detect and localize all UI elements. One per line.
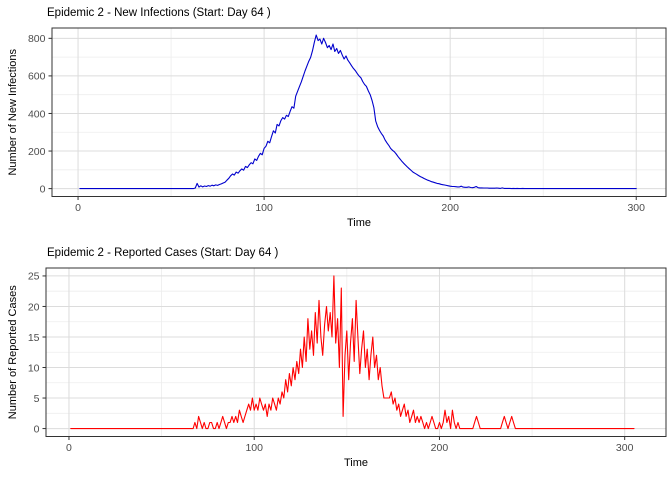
y-axis-tick-label: 20 bbox=[28, 301, 40, 313]
x-axis-tick-label: 100 bbox=[245, 442, 263, 454]
y-axis-tick-label: 25 bbox=[28, 271, 40, 283]
y-axis-title: Number of Reported Cases bbox=[7, 285, 19, 419]
x-axis-title: Time bbox=[344, 457, 368, 469]
y-axis-tick-label: 800 bbox=[28, 33, 46, 45]
new-infections-line-series bbox=[79, 34, 637, 190]
y-axis-tick-label: 400 bbox=[28, 108, 46, 120]
new-infections-chart: 0 100 200 300 0 200 400 600 800 Epidemic 2 - New… bbox=[7, 7, 667, 229]
x-axis-tick-label: 0 bbox=[75, 202, 81, 214]
y-axis-title: Number of New Infections bbox=[7, 48, 19, 175]
chart-title: Epidemic 2 - Reported Cases (Start: Day … bbox=[47, 247, 279, 259]
x-axis-tick-label: 100 bbox=[255, 202, 273, 214]
panel-border bbox=[51, 27, 667, 197]
y-axis-tick-label: 0 bbox=[40, 183, 46, 195]
reported-cases-chart: 0 100 200 300 0 5 10 15 20 25 Epidemic 2 - Report… bbox=[0, 240, 672, 480]
panel-border bbox=[45, 267, 667, 437]
y-axis-tick-label: 10 bbox=[28, 362, 40, 374]
new-infections-svg: 0 100 200 300 0 200 400 600 800 Epidemic 2 - New… bbox=[7, 7, 667, 229]
reported-cases-line-series bbox=[70, 275, 635, 430]
x-axis-tick-label: 200 bbox=[431, 442, 449, 454]
x-axis-tick-label: 300 bbox=[627, 202, 645, 214]
x-axis-title: Time bbox=[347, 217, 371, 229]
chart-title: Epidemic 2 - New Infections (Start: Day … bbox=[47, 7, 271, 19]
x-axis-tick-label: 0 bbox=[66, 442, 72, 454]
reported-cases-plot-area: 0 100 200 300 0 5 10 15 20 25 bbox=[28, 267, 667, 454]
x-axis-tick-label: 300 bbox=[616, 442, 634, 454]
x-axis-tick-label: 200 bbox=[441, 202, 459, 214]
y-axis-tick-label: 600 bbox=[28, 71, 46, 83]
y-axis-tick-label: 5 bbox=[34, 393, 40, 405]
new-infections-plot-area: 0 100 200 300 0 200 400 600 800 bbox=[28, 27, 667, 214]
reported-cases-svg: 0 100 200 300 0 5 10 15 20 25 Epidemic 2 - Report… bbox=[7, 247, 667, 469]
y-axis-tick-label: 0 bbox=[34, 423, 40, 435]
y-axis-tick-label: 200 bbox=[28, 146, 46, 158]
panel-background bbox=[52, 28, 666, 197]
y-axis-tick-label: 15 bbox=[28, 332, 40, 344]
